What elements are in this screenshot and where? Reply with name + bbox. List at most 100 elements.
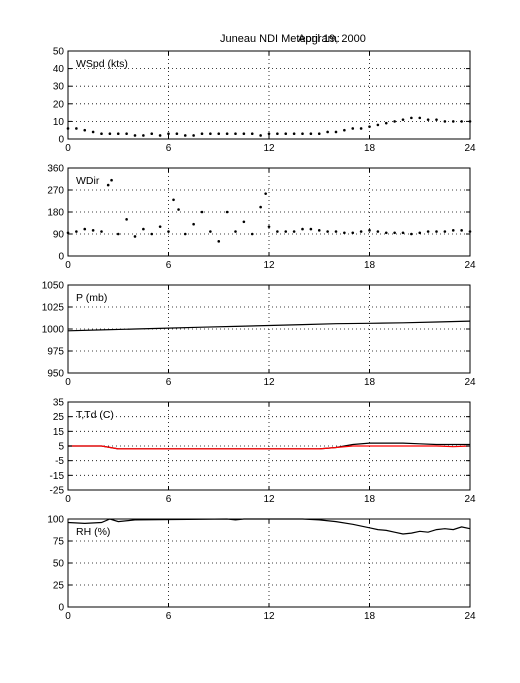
x-tick-label: 18 — [364, 494, 376, 505]
data-point — [150, 132, 154, 136]
data-point — [443, 230, 447, 233]
y-tick-label: 25 — [53, 581, 65, 592]
data-point — [267, 225, 271, 228]
data-point — [91, 229, 95, 232]
data-point — [172, 198, 175, 202]
data-point — [301, 227, 304, 231]
data-point — [217, 240, 221, 243]
data-point — [343, 231, 346, 235]
data-point — [183, 134, 187, 137]
data-point — [142, 134, 145, 137]
data-point — [292, 132, 296, 136]
y-tick-label: -15 — [50, 471, 65, 482]
data-point — [326, 230, 329, 233]
data-point — [435, 118, 438, 121]
data-point — [368, 229, 371, 232]
data-point — [234, 230, 237, 233]
data-point — [267, 132, 271, 136]
panel-label: WDir — [76, 175, 100, 187]
x-tick-label: 18 — [364, 143, 376, 154]
data-point — [250, 132, 254, 136]
data-point — [418, 116, 422, 120]
data-point — [359, 230, 363, 233]
data-point — [317, 132, 321, 136]
data-point — [451, 229, 455, 232]
data-point — [368, 125, 371, 128]
y-tick-label: 0 — [58, 135, 64, 146]
data-point — [351, 231, 355, 235]
data-point — [175, 132, 179, 136]
data-point — [401, 231, 405, 235]
data-point — [376, 123, 380, 127]
data-point — [200, 210, 204, 214]
data-point — [460, 120, 463, 123]
y-tick-label: -25 — [50, 486, 65, 497]
y-tick-label: 35 — [53, 398, 65, 409]
y-tick-label: 30 — [53, 82, 65, 93]
data-point — [83, 227, 87, 231]
data-point — [443, 120, 447, 123]
panel-label: WSpd (kts) — [76, 58, 128, 70]
data-point — [177, 208, 180, 211]
data-point — [110, 178, 113, 182]
data-point — [192, 134, 195, 137]
x-tick-label: 12 — [263, 143, 275, 154]
x-tick-label: 24 — [464, 611, 476, 622]
panel-label: T,Td (C) — [76, 409, 114, 421]
panel-label: P (mb) — [76, 292, 107, 304]
y-tick-label: 20 — [53, 99, 65, 110]
y-tick-label: 40 — [53, 64, 65, 75]
data-point — [100, 132, 103, 136]
x-tick-label: 12 — [263, 377, 275, 388]
data-point — [209, 132, 212, 136]
y-tick-label: 270 — [47, 186, 64, 197]
data-point — [259, 205, 262, 209]
data-point — [125, 132, 128, 136]
data-point — [225, 210, 229, 214]
data-point — [116, 132, 120, 136]
data-point — [317, 229, 321, 232]
y-tick-label: 15 — [53, 427, 65, 438]
data-point — [351, 127, 355, 130]
data-point — [276, 230, 279, 233]
data-point — [133, 235, 137, 238]
y-tick-label: 0 — [58, 252, 64, 263]
y-tick-label: 10 — [53, 117, 65, 128]
data-point — [192, 222, 195, 226]
data-point — [410, 116, 413, 120]
x-tick-label: 0 — [65, 260, 71, 271]
data-point — [326, 130, 329, 134]
data-point — [106, 183, 110, 187]
data-point — [376, 230, 380, 233]
x-tick-label: 24 — [464, 260, 476, 271]
data-point — [393, 120, 396, 123]
data-point — [75, 230, 78, 233]
data-point — [401, 118, 405, 121]
panel-1: 0 6 12 18 24 0 10 20 30 40 50 WSpd (kts) — [53, 47, 476, 155]
data-point — [393, 231, 396, 235]
x-tick-label: 24 — [464, 143, 476, 154]
series-line-2 — [68, 445, 471, 450]
data-point — [167, 132, 170, 136]
data-point — [451, 120, 455, 123]
data-point — [426, 230, 430, 233]
y-tick-label: -5 — [55, 456, 64, 467]
panel-4: 0 6 12 18 24 -25 -15 -5 5 15 25 35 T,Td (C) — [50, 398, 476, 506]
data-point — [384, 121, 388, 125]
data-point — [91, 130, 95, 134]
y-tick-label: 1050 — [42, 281, 65, 292]
y-tick-label: 50 — [53, 47, 65, 58]
y-tick-label: 1025 — [42, 303, 65, 314]
data-point — [259, 134, 262, 137]
y-tick-label: 975 — [47, 347, 64, 358]
data-point — [125, 218, 128, 221]
data-point — [75, 127, 78, 130]
data-point — [183, 232, 187, 236]
x-tick-label: 12 — [263, 260, 275, 271]
y-tick-label: 360 — [47, 164, 64, 175]
data-point — [410, 232, 413, 236]
data-point — [225, 132, 229, 136]
figure-date: April 19, 2000 — [298, 33, 366, 45]
x-tick-label: 18 — [364, 377, 376, 388]
y-tick-label: 1000 — [42, 325, 65, 336]
